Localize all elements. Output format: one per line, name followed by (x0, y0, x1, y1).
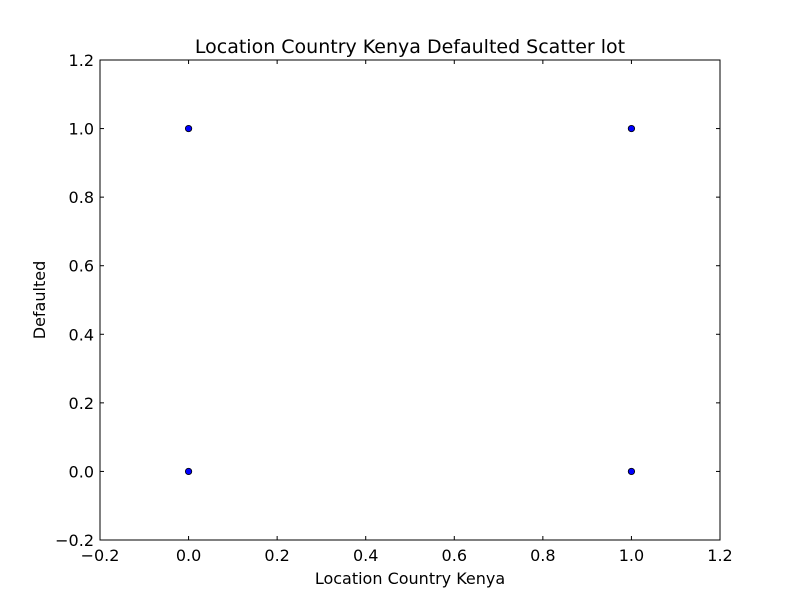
x-tick-label: −0.2 (81, 546, 120, 565)
plot-area-frame (99, 59, 721, 541)
y-tick-label: −0.2 (55, 531, 94, 550)
scatter-point (184, 124, 193, 133)
y-tick-label: 0.2 (69, 394, 94, 413)
chart-title: Location Country Kenya Defaulted Scatter… (195, 36, 625, 58)
scatter-point (627, 124, 636, 133)
x-tick-label: 1.0 (619, 546, 644, 565)
y-axis-title: Defaulted (30, 261, 49, 339)
x-axis-title: Location Country Kenya (315, 569, 505, 588)
axis-ticks: −0.2 0.0 0.2 0.4 0.6 0.8 1.0 1.2 −0.2 0.0 0.2 0.4 0.… (55, 51, 733, 565)
x-tick-label: 1.2 (707, 546, 732, 565)
y-tick-label: 0.0 (69, 462, 94, 481)
data-points (184, 124, 636, 476)
scatter-point (627, 467, 636, 476)
y-tick-label: 0.4 (69, 325, 94, 344)
x-tick-label: 0.2 (264, 546, 289, 565)
y-tick-label: 0.8 (69, 188, 94, 207)
y-tick-label: 1.0 (69, 120, 94, 139)
y-tick-label: 0.6 (69, 257, 94, 276)
y-tick-label: 1.2 (69, 51, 94, 70)
x-tick-label: 0.4 (353, 546, 378, 565)
x-tick-label: 0.6 (442, 546, 467, 565)
x-tick-label: 0.8 (530, 546, 555, 565)
x-tick-label: 0.0 (176, 546, 201, 565)
scatter-point (184, 467, 193, 476)
